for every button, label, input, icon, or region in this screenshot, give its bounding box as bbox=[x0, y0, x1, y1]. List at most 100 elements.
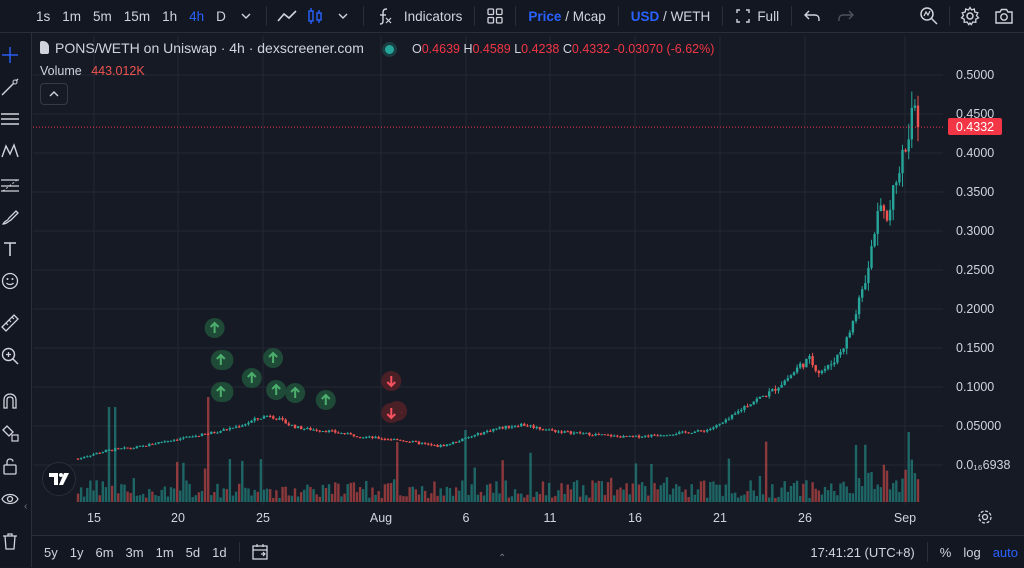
currency-toggle[interactable]: USD / WETH bbox=[625, 9, 717, 24]
candle-body bbox=[867, 267, 870, 284]
candle-body bbox=[182, 437, 185, 439]
candle-body bbox=[126, 447, 129, 449]
volume-bar bbox=[609, 477, 613, 502]
collapse-toolbar-icon[interactable]: ‹ bbox=[24, 501, 28, 512]
price-mcap-toggle[interactable]: Price / Mcap bbox=[522, 9, 611, 24]
fullscreen-icon[interactable] bbox=[731, 4, 755, 28]
candle-body bbox=[157, 442, 160, 444]
candle-body bbox=[110, 449, 114, 451]
scroll-handle-icon[interactable]: ⌃ bbox=[498, 553, 507, 564]
function-icon[interactable] bbox=[372, 4, 396, 28]
mcap-option[interactable]: Mcap bbox=[572, 8, 606, 24]
lock-icon[interactable] bbox=[0, 456, 20, 476]
line-chart-icon[interactable] bbox=[275, 4, 299, 28]
volume-bar bbox=[399, 495, 402, 502]
volume-bar bbox=[253, 489, 256, 502]
clock-time[interactable]: 17:41:21 (UTC+8) bbox=[810, 544, 915, 560]
chevron-down-icon[interactable] bbox=[234, 4, 258, 28]
candle-body bbox=[210, 432, 213, 435]
volume-bar bbox=[151, 491, 154, 502]
volume-bar bbox=[594, 482, 597, 502]
date-range-icon[interactable] bbox=[248, 540, 272, 564]
candle-body bbox=[89, 455, 92, 457]
magnet-icon[interactable] bbox=[0, 391, 20, 411]
candle-body bbox=[795, 367, 799, 373]
marker-circle bbox=[381, 403, 402, 423]
volume-bar bbox=[383, 484, 387, 502]
trash-icon[interactable] bbox=[0, 531, 20, 551]
layout-grid-icon[interactable] bbox=[483, 4, 507, 28]
candle-body bbox=[197, 435, 201, 437]
interval-15m[interactable]: 15m bbox=[123, 8, 151, 24]
undo-icon[interactable] bbox=[800, 4, 824, 28]
range-5y[interactable]: 5y bbox=[44, 544, 58, 560]
camera-icon[interactable] bbox=[992, 4, 1016, 28]
interval-D[interactable]: D bbox=[216, 8, 226, 24]
lock-drawing-icon[interactable] bbox=[0, 423, 20, 443]
chevron-down-icon[interactable] bbox=[331, 4, 355, 28]
volume-bar bbox=[365, 480, 368, 502]
ruler-icon[interactable] bbox=[0, 313, 20, 333]
marker-circle bbox=[204, 318, 225, 338]
candle-body bbox=[417, 441, 421, 445]
interval-1h[interactable]: 1h bbox=[162, 8, 178, 24]
candle-body bbox=[287, 423, 290, 426]
brush-icon[interactable] bbox=[0, 207, 20, 227]
candle-body bbox=[861, 289, 864, 298]
zoom-in-icon[interactable] bbox=[0, 346, 20, 366]
candles-icon[interactable] bbox=[303, 4, 327, 28]
volume-bar bbox=[467, 494, 470, 502]
interval-5m[interactable]: 5m bbox=[93, 8, 112, 24]
interval-4h[interactable]: 4h bbox=[189, 8, 205, 24]
usd-option[interactable]: USD bbox=[630, 8, 660, 24]
range-6m[interactable]: 6m bbox=[95, 544, 114, 560]
crosshair-icon[interactable] bbox=[0, 45, 20, 65]
log-toggle[interactable]: log bbox=[963, 544, 981, 560]
price-option[interactable]: Price bbox=[528, 8, 562, 24]
range-1d[interactable]: 1d bbox=[212, 544, 227, 560]
volume-bar bbox=[265, 488, 269, 502]
weth-option[interactable]: WETH bbox=[670, 8, 711, 24]
auto-toggle[interactable]: auto bbox=[992, 544, 1018, 560]
candle-body bbox=[361, 437, 365, 439]
candle-body bbox=[789, 375, 793, 379]
candle-body bbox=[566, 431, 569, 433]
candle-body bbox=[544, 429, 548, 431]
horizontal-lines-icon[interactable] bbox=[0, 109, 20, 129]
pattern-icon[interactable] bbox=[0, 141, 20, 161]
y-tick-label: 0.2000 bbox=[956, 302, 994, 316]
interval-1m[interactable]: 1m bbox=[62, 8, 82, 24]
candle-body bbox=[315, 429, 318, 431]
fib-icon[interactable] bbox=[0, 175, 20, 195]
emoji-icon[interactable] bbox=[0, 271, 20, 291]
low-label: L bbox=[514, 42, 522, 56]
candle-body bbox=[622, 435, 625, 438]
candle-body bbox=[151, 443, 154, 445]
trend-line-icon[interactable] bbox=[0, 77, 20, 97]
volume-bar bbox=[597, 480, 600, 502]
text-tool-icon[interactable] bbox=[0, 239, 20, 259]
candle-body bbox=[718, 423, 721, 426]
range-5d[interactable]: 5d bbox=[185, 544, 201, 560]
indicators-button[interactable]: Indicators bbox=[403, 8, 463, 24]
gear-icon[interactable] bbox=[958, 4, 982, 28]
quick-search-icon[interactable] bbox=[917, 4, 941, 28]
percent-toggle[interactable]: % bbox=[939, 544, 952, 560]
volume-bar bbox=[206, 397, 210, 502]
volume-bar bbox=[182, 462, 185, 502]
candle-body bbox=[594, 434, 597, 436]
full-button[interactable]: Full bbox=[757, 8, 780, 24]
range-3m[interactable]: 3m bbox=[125, 544, 144, 560]
tradingview-logo[interactable] bbox=[42, 462, 76, 496]
y-tick-label: 0.4000 bbox=[956, 146, 994, 160]
collapse-legend-button[interactable] bbox=[40, 83, 68, 105]
candle-body bbox=[380, 438, 383, 440]
candle-body bbox=[337, 432, 340, 434]
interval-1s[interactable]: 1s bbox=[36, 8, 51, 24]
high-value: 0.4589 bbox=[472, 42, 511, 56]
range-1m[interactable]: 1m bbox=[155, 544, 174, 560]
range-1y[interactable]: 1y bbox=[69, 544, 84, 560]
eye-icon[interactable] bbox=[0, 489, 20, 509]
redo-icon[interactable] bbox=[834, 4, 858, 28]
axis-settings-icon[interactable] bbox=[977, 509, 993, 528]
